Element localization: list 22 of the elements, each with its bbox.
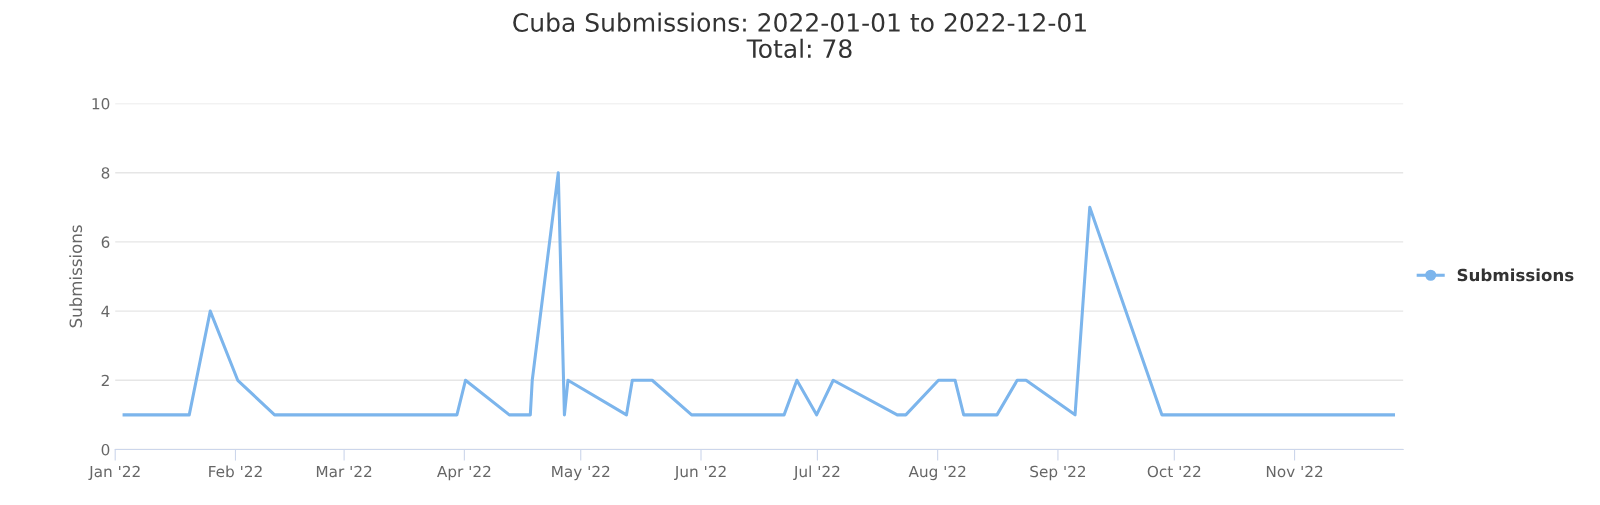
x-tick-label: Nov '22 [1266, 465, 1323, 478]
x-tick-label: Feb '22 [209, 465, 262, 478]
y-axis-title: Submissions [69, 225, 83, 328]
x-tick-label: Jul '22 [793, 465, 840, 481]
y-tick-label: 8 [101, 167, 110, 179]
x-tick-label: Jun '22 [674, 465, 726, 481]
x-tick-label: Aug '22 [908, 465, 966, 481]
y-tick-label: 6 [101, 236, 110, 248]
x-tick-label: Jan '22 [88, 465, 140, 481]
chart-subtitle: Total: 78 [746, 38, 852, 59]
legend-label: Submissions [1457, 268, 1574, 282]
y-tick-label: 0 [101, 443, 110, 456]
line-series [122, 171, 1396, 417]
x-tick-label: Apr '22 [437, 465, 491, 481]
chart-title: Cuba Submissions: 2022-01-01 to 2022-12-01 [513, 12, 1086, 32]
x-tick-label: Oct '22 [1147, 465, 1201, 478]
y-tick-label: 2 [101, 374, 109, 387]
x-tick-label: Sep '22 [1030, 465, 1086, 481]
x-tick-label: Mar '22 [316, 465, 372, 478]
y-tick-label: 10 [92, 97, 110, 110]
x-tick-label: May '22 [552, 465, 610, 481]
y-tick-label: 4 [101, 305, 110, 317]
